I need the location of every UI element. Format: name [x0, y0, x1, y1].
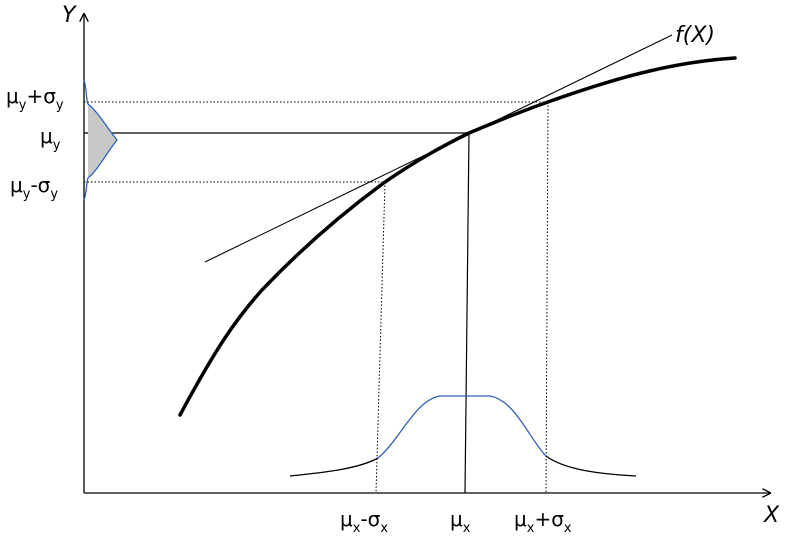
label-mu-y: μy	[40, 124, 61, 153]
label-mu-x-plus-sigma: μx+σx	[514, 507, 572, 536]
function-curve	[178, 56, 737, 417]
label-mu-x-minus-sigma: μx-σx	[340, 507, 388, 536]
x-distribution-tails	[289, 455, 637, 477]
label-mu-y-minus-sigma: μy-σy	[10, 173, 58, 202]
label-mu-x: μx	[450, 507, 471, 536]
mu-x-line	[464, 132, 470, 494]
y-distribution-shaded	[88, 104, 117, 178]
x-distribution-center	[377, 395, 547, 459]
x-axis-label: X	[763, 503, 780, 528]
y-distribution-curve	[83, 79, 118, 201]
mu-x-minus-sigma-line	[375, 181, 386, 494]
label-mu-y-plus-sigma: μy+σy	[6, 84, 64, 113]
mu-x-plus-sigma-line	[545, 101, 549, 494]
y-axis-label: Y	[62, 3, 77, 28]
function-label: f(X)	[675, 23, 715, 48]
